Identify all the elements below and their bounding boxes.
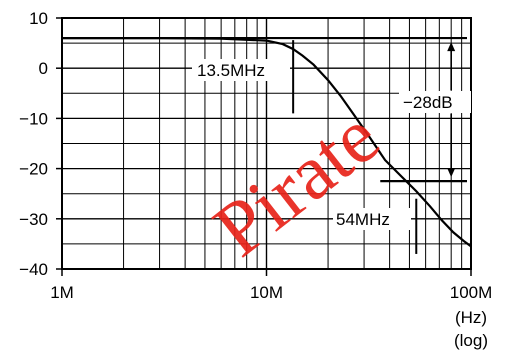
arrowhead-up <box>447 42 456 52</box>
label-box-13.5mhz <box>192 59 290 81</box>
y-tick-label: −40 <box>19 260 48 279</box>
annotation-54mhz: 54MHz <box>336 210 390 229</box>
x-tick-label: 1M <box>50 283 74 302</box>
y-tick-label: 10 <box>29 9 48 28</box>
annotation-13.5mhz: 13.5MHz <box>197 61 265 80</box>
arrowhead-down <box>447 168 456 178</box>
x-tick-label: 100M <box>450 283 493 302</box>
label-box-delta <box>399 91 471 113</box>
annotation-markers <box>192 40 471 254</box>
watermark: Pirate <box>198 92 395 273</box>
y-tick-label: −10 <box>19 109 48 128</box>
y-tick-label: 0 <box>39 59 48 78</box>
x-unit-label-log: (log) <box>454 331 488 350</box>
plot-frame <box>56 17 472 276</box>
y-tick-label: −20 <box>19 160 48 179</box>
label-box-54mhz <box>333 208 411 230</box>
y-tick-label: −30 <box>19 210 48 229</box>
x-tick-label: 10M <box>250 283 283 302</box>
annotation-labels: 13.5MHz 54MHz −28dB <box>197 61 453 229</box>
response-curve <box>62 37 472 248</box>
annotation-delta-db: −28dB <box>403 93 453 112</box>
x-unit-label-hz: (Hz) <box>455 308 487 327</box>
